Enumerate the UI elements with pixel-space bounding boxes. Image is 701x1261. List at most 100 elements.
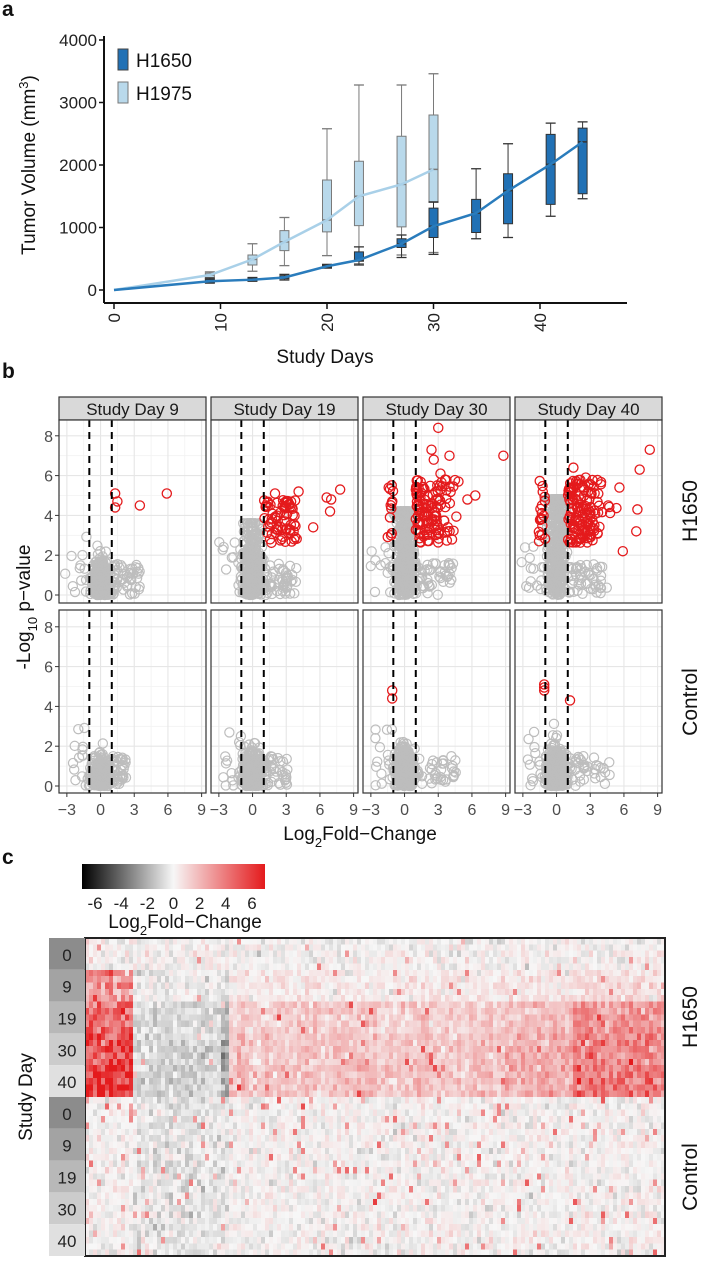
y-tick-label: 8	[44, 620, 53, 637]
heatmap-cell	[417, 944, 422, 952]
heatmap-cell	[621, 944, 626, 952]
heatmap-cell	[93, 944, 98, 952]
y-label-subscript: 10	[25, 617, 40, 631]
heatmap-cell	[569, 950, 574, 958]
heatmap-cell	[393, 944, 398, 952]
heatmap-cell	[561, 950, 566, 958]
data-point	[97, 557, 109, 568]
facet-panel-control-1: −3 0 3 6 9	[210, 609, 359, 819]
heatmap-cell	[577, 950, 582, 958]
heatmap-cell	[117, 944, 122, 952]
heatmap-cell	[601, 944, 606, 952]
heatmap-cell	[277, 944, 282, 952]
x-tick-label: 3	[130, 802, 139, 819]
colorbar-title: Log2Fold−Change	[108, 912, 262, 938]
heatmap-cell	[413, 950, 418, 958]
heatmap-cell	[313, 950, 318, 958]
heatmap-cell	[241, 944, 246, 952]
heatmap-cell	[425, 950, 430, 958]
significant-data-point	[109, 502, 121, 513]
data-point	[92, 549, 104, 560]
colorbar-tick-label: 6	[247, 894, 256, 913]
panel-a-x-axis-label: Study Days	[276, 347, 373, 368]
heatmap-cell	[129, 944, 134, 952]
data-point	[109, 559, 121, 571]
heatmap-cell	[381, 950, 386, 958]
x-tick-label: 6	[467, 802, 476, 819]
heatmap-cell	[609, 950, 614, 958]
series-h1650	[113, 121, 588, 292]
heatmap-cell	[249, 944, 254, 952]
heatmap-cell	[465, 950, 470, 958]
heatmap-cell	[185, 950, 190, 958]
heatmap-cell	[601, 950, 606, 958]
x-label-rest: Fold−Change	[322, 824, 437, 845]
heatmap-cell	[605, 944, 610, 952]
colorbar-tick-label: -4	[114, 894, 129, 913]
heatmap-cell	[333, 950, 338, 958]
heatmap-cell	[301, 944, 306, 952]
heatmap-cell	[93, 950, 98, 958]
heatmap-cell	[361, 944, 366, 952]
data-point	[80, 574, 92, 586]
colorbar-tick-label: 2	[195, 894, 204, 913]
x-label-log: Log	[283, 824, 315, 845]
heatmap-cell	[281, 950, 286, 958]
heatmap-cell	[629, 944, 634, 952]
heatmap-cell	[133, 944, 138, 952]
heatmap-cell	[113, 944, 118, 952]
heatmap-cell	[101, 950, 106, 958]
significant-data-point	[109, 488, 121, 499]
heatmap-cell	[217, 950, 222, 958]
box	[428, 114, 439, 203]
heatmap-cell	[89, 944, 94, 952]
heatmap-cell	[181, 950, 186, 958]
heatmap-cell	[129, 950, 134, 958]
significant-data-point	[161, 488, 173, 499]
heatmap-cell	[409, 950, 414, 958]
heatmap-cell	[417, 950, 422, 958]
heatmap-cell	[373, 944, 378, 952]
heatmap-cell	[441, 950, 446, 958]
colorbar-tick-label: -2	[140, 894, 155, 913]
heatmap-cell	[449, 944, 454, 952]
heatmap-cell	[121, 944, 126, 952]
heatmap-cell	[369, 950, 374, 958]
heatmap-cell	[493, 944, 498, 952]
heatmap-cell	[525, 944, 530, 952]
data-point	[124, 589, 136, 600]
heatmap-cell	[193, 944, 198, 952]
heatmap-cell	[553, 944, 558, 952]
y-label-log: -Log	[14, 631, 35, 669]
heatmap-cell	[189, 944, 194, 952]
facet-strip-label: Study Day 9	[86, 400, 179, 419]
x-tick-label: 3	[586, 802, 595, 819]
box	[428, 207, 439, 238]
heatmap-cell	[141, 950, 146, 958]
y-label-text: Tumor Volume (mm	[19, 89, 40, 255]
colorbar	[82, 864, 265, 889]
heatmap-cell	[241, 950, 246, 958]
heatmap-cell	[453, 944, 458, 952]
box	[577, 127, 588, 195]
heatmap-cell	[537, 950, 542, 958]
heatmap-cell	[257, 950, 262, 958]
heatmap-cell	[381, 944, 386, 952]
x-tick-label: −3	[514, 802, 532, 819]
x-tick-label: 6	[315, 802, 324, 819]
heatmap-cell	[533, 950, 538, 958]
panel-b-y-axis-label: -Log10 p−value	[14, 545, 40, 670]
heatmap-cell	[297, 950, 302, 958]
heatmap-cell	[269, 944, 274, 952]
heatmap-cell	[201, 944, 206, 952]
y-tick-label: 3000	[59, 94, 97, 113]
heatmap-cell	[365, 944, 370, 952]
heatmap-cell	[197, 944, 202, 952]
heatmap-cell	[405, 950, 410, 958]
heatmap-cell	[305, 944, 310, 952]
heatmap-cell	[509, 944, 514, 952]
legend-label-h1975: H1975	[136, 84, 192, 105]
heatmap-cell	[201, 950, 206, 958]
heatmap-cell	[253, 944, 258, 952]
